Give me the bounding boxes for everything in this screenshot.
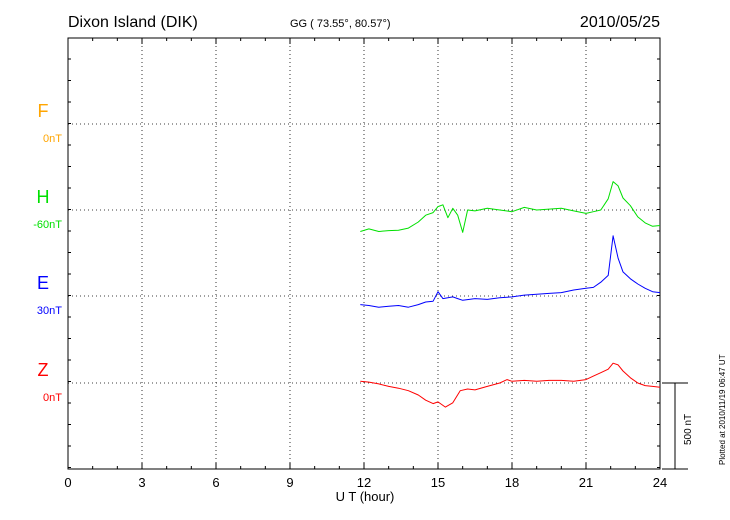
plotted-timestamp: Plotted at 2010/11/19 06:47 UT bbox=[718, 354, 727, 465]
component-name-h: H bbox=[37, 187, 50, 207]
grid-lines bbox=[68, 38, 660, 469]
x-tick-label: 6 bbox=[212, 475, 219, 490]
component-name-f: F bbox=[38, 101, 49, 121]
series-line-z bbox=[360, 362, 661, 408]
component-name-z: Z bbox=[38, 360, 49, 380]
component-labels: F 0nT H -60nT E 30nT Z 0nT bbox=[33, 101, 62, 404]
coordinates-label: GG ( 73.55°, 80.57°) bbox=[290, 18, 391, 30]
x-tick-label: 15 bbox=[431, 475, 445, 490]
component-baseline-f: 0nT bbox=[43, 133, 62, 145]
series-line-h bbox=[360, 181, 661, 233]
component-baseline-z: 0nT bbox=[43, 392, 62, 404]
station-title: Dixon Island (DIK) bbox=[68, 14, 198, 31]
x-axis-tick-labels: 0 3 6 9 12 15 18 21 24 bbox=[64, 475, 667, 490]
x-tick-label: 24 bbox=[653, 475, 667, 490]
series-lines bbox=[360, 181, 661, 408]
x-tick-label: 0 bbox=[64, 475, 71, 490]
scale-bar: 500 nT bbox=[662, 382, 694, 470]
component-baseline-h: -60nT bbox=[33, 219, 62, 231]
x-tick-label: 21 bbox=[579, 475, 593, 490]
scale-bar-label: 500 nT bbox=[683, 414, 694, 445]
x-tick-label: 9 bbox=[286, 475, 293, 490]
component-name-e: E bbox=[37, 273, 49, 293]
x-tick-label: 18 bbox=[505, 475, 519, 490]
x-axis-label: U T (hour) bbox=[336, 489, 395, 504]
x-tick-label: 3 bbox=[138, 475, 145, 490]
series-line-e bbox=[360, 235, 661, 308]
x-tick-label: 12 bbox=[357, 475, 371, 490]
component-baseline-e: 30nT bbox=[37, 305, 62, 317]
x-axis-ticks bbox=[67, 38, 661, 469]
date-label: 2010/05/25 bbox=[580, 14, 660, 31]
